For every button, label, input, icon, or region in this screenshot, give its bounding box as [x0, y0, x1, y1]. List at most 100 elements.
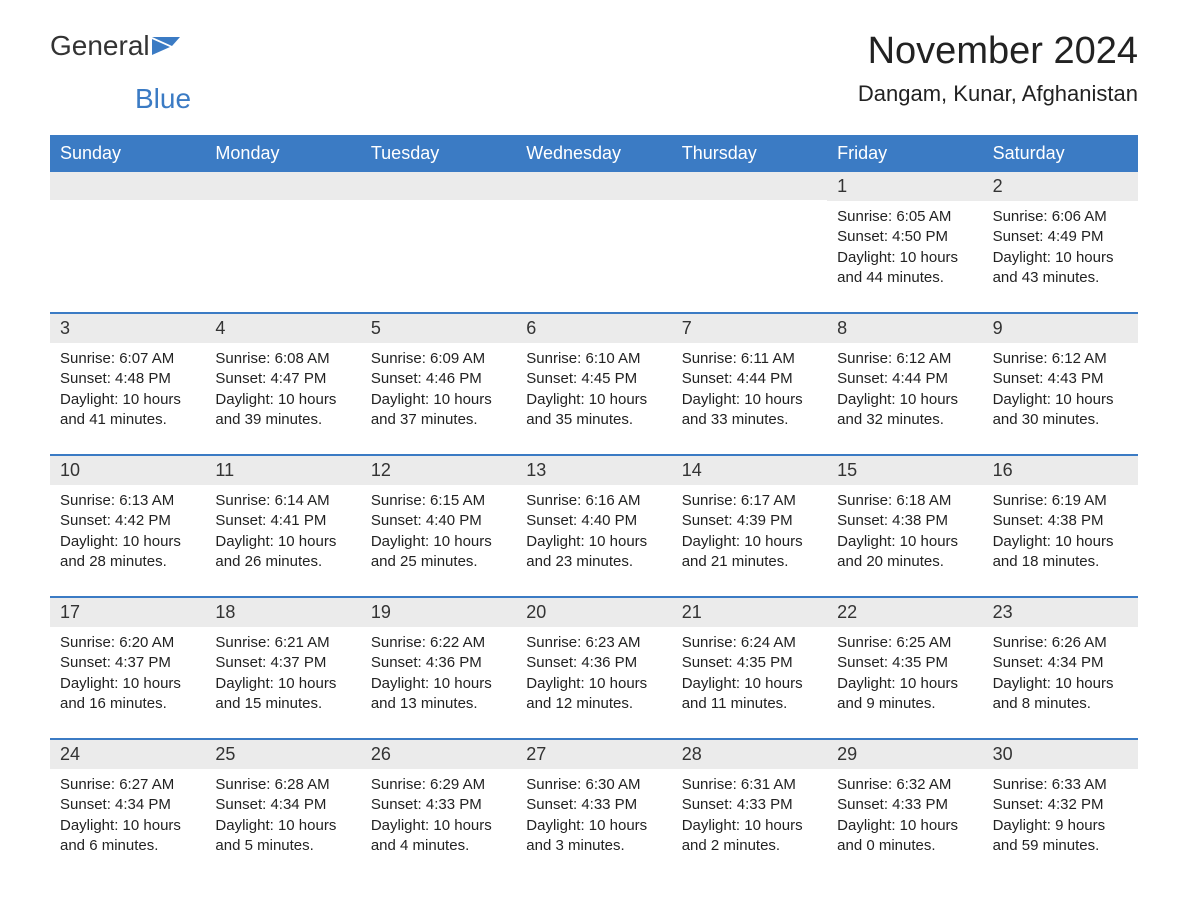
day-cell: 25Sunrise: 6:28 AMSunset: 4:34 PMDayligh… — [205, 740, 360, 862]
sunset-text: Sunset: 4:36 PM — [371, 653, 506, 673]
daylight-text: Daylight: 10 hours and 2 minutes. — [682, 816, 817, 857]
day-header: Friday — [827, 135, 982, 172]
day-cell: 5Sunrise: 6:09 AMSunset: 4:46 PMDaylight… — [361, 314, 516, 436]
sunrise-text: Sunrise: 6:21 AM — [215, 633, 350, 653]
calendar: Sunday Monday Tuesday Wednesday Thursday… — [50, 135, 1138, 862]
daylight-text: Daylight: 10 hours and 0 minutes. — [837, 816, 972, 857]
day-cell: 19Sunrise: 6:22 AMSunset: 4:36 PMDayligh… — [361, 598, 516, 720]
day-content: Sunrise: 6:05 AMSunset: 4:50 PMDaylight:… — [827, 201, 982, 294]
sunset-text: Sunset: 4:41 PM — [215, 511, 350, 531]
sunset-text: Sunset: 4:43 PM — [993, 369, 1128, 389]
daylight-text: Daylight: 10 hours and 26 minutes. — [215, 532, 350, 573]
location: Dangam, Kunar, Afghanistan — [858, 81, 1138, 107]
day-cell — [205, 172, 360, 294]
week-row: 17Sunrise: 6:20 AMSunset: 4:37 PMDayligh… — [50, 596, 1138, 720]
logo: General — [50, 30, 182, 62]
sunset-text: Sunset: 4:33 PM — [371, 795, 506, 815]
sunrise-text: Sunrise: 6:12 AM — [837, 349, 972, 369]
day-header: Thursday — [672, 135, 827, 172]
daylight-text: Daylight: 10 hours and 44 minutes. — [837, 248, 972, 289]
month-title: November 2024 — [858, 30, 1138, 73]
day-content: Sunrise: 6:32 AMSunset: 4:33 PMDaylight:… — [827, 769, 982, 862]
sunset-text: Sunset: 4:34 PM — [215, 795, 350, 815]
daylight-text: Daylight: 10 hours and 11 minutes. — [682, 674, 817, 715]
sunrise-text: Sunrise: 6:26 AM — [993, 633, 1128, 653]
day-number: 4 — [205, 314, 360, 343]
day-content: Sunrise: 6:24 AMSunset: 4:35 PMDaylight:… — [672, 627, 827, 720]
sunset-text: Sunset: 4:32 PM — [993, 795, 1128, 815]
day-cell: 21Sunrise: 6:24 AMSunset: 4:35 PMDayligh… — [672, 598, 827, 720]
day-content: Sunrise: 6:22 AMSunset: 4:36 PMDaylight:… — [361, 627, 516, 720]
day-cell: 2Sunrise: 6:06 AMSunset: 4:49 PMDaylight… — [983, 172, 1138, 294]
day-cell: 9Sunrise: 6:12 AMSunset: 4:43 PMDaylight… — [983, 314, 1138, 436]
day-content: Sunrise: 6:29 AMSunset: 4:33 PMDaylight:… — [361, 769, 516, 862]
daylight-text: Daylight: 10 hours and 4 minutes. — [371, 816, 506, 857]
sunset-text: Sunset: 4:35 PM — [837, 653, 972, 673]
day-content: Sunrise: 6:18 AMSunset: 4:38 PMDaylight:… — [827, 485, 982, 578]
day-content: Sunrise: 6:14 AMSunset: 4:41 PMDaylight:… — [205, 485, 360, 578]
day-content: Sunrise: 6:15 AMSunset: 4:40 PMDaylight:… — [361, 485, 516, 578]
day-number: 17 — [50, 598, 205, 627]
day-cell: 27Sunrise: 6:30 AMSunset: 4:33 PMDayligh… — [516, 740, 671, 862]
sunset-text: Sunset: 4:50 PM — [837, 227, 972, 247]
day-content: Sunrise: 6:28 AMSunset: 4:34 PMDaylight:… — [205, 769, 360, 862]
day-content: Sunrise: 6:17 AMSunset: 4:39 PMDaylight:… — [672, 485, 827, 578]
day-content: Sunrise: 6:19 AMSunset: 4:38 PMDaylight:… — [983, 485, 1138, 578]
sunset-text: Sunset: 4:40 PM — [526, 511, 661, 531]
week-row: 3Sunrise: 6:07 AMSunset: 4:48 PMDaylight… — [50, 312, 1138, 436]
day-number: 1 — [827, 172, 982, 201]
day-cell: 14Sunrise: 6:17 AMSunset: 4:39 PMDayligh… — [672, 456, 827, 578]
week-row: 1Sunrise: 6:05 AMSunset: 4:50 PMDaylight… — [50, 172, 1138, 294]
sunrise-text: Sunrise: 6:20 AM — [60, 633, 195, 653]
sunrise-text: Sunrise: 6:12 AM — [993, 349, 1128, 369]
day-number: 30 — [983, 740, 1138, 769]
sunset-text: Sunset: 4:40 PM — [371, 511, 506, 531]
sunrise-text: Sunrise: 6:24 AM — [682, 633, 817, 653]
sunset-text: Sunset: 4:34 PM — [60, 795, 195, 815]
sunrise-text: Sunrise: 6:05 AM — [837, 207, 972, 227]
sunset-text: Sunset: 4:45 PM — [526, 369, 661, 389]
day-number: 29 — [827, 740, 982, 769]
day-number: 5 — [361, 314, 516, 343]
sunset-text: Sunset: 4:36 PM — [526, 653, 661, 673]
day-number: 15 — [827, 456, 982, 485]
day-number: 27 — [516, 740, 671, 769]
sunset-text: Sunset: 4:44 PM — [837, 369, 972, 389]
sunrise-text: Sunrise: 6:14 AM — [215, 491, 350, 511]
sunrise-text: Sunrise: 6:30 AM — [526, 775, 661, 795]
day-cell: 18Sunrise: 6:21 AMSunset: 4:37 PMDayligh… — [205, 598, 360, 720]
day-cell: 26Sunrise: 6:29 AMSunset: 4:33 PMDayligh… — [361, 740, 516, 862]
day-content: Sunrise: 6:10 AMSunset: 4:45 PMDaylight:… — [516, 343, 671, 436]
sunrise-text: Sunrise: 6:23 AM — [526, 633, 661, 653]
sunrise-text: Sunrise: 6:19 AM — [993, 491, 1128, 511]
day-cell: 29Sunrise: 6:32 AMSunset: 4:33 PMDayligh… — [827, 740, 982, 862]
day-cell: 24Sunrise: 6:27 AMSunset: 4:34 PMDayligh… — [50, 740, 205, 862]
day-content: Sunrise: 6:12 AMSunset: 4:44 PMDaylight:… — [827, 343, 982, 436]
sunrise-text: Sunrise: 6:09 AM — [371, 349, 506, 369]
day-content: Sunrise: 6:21 AMSunset: 4:37 PMDaylight:… — [205, 627, 360, 720]
day-number: 12 — [361, 456, 516, 485]
day-cell: 3Sunrise: 6:07 AMSunset: 4:48 PMDaylight… — [50, 314, 205, 436]
week-row: 10Sunrise: 6:13 AMSunset: 4:42 PMDayligh… — [50, 454, 1138, 578]
week-row: 24Sunrise: 6:27 AMSunset: 4:34 PMDayligh… — [50, 738, 1138, 862]
day-cell: 23Sunrise: 6:26 AMSunset: 4:34 PMDayligh… — [983, 598, 1138, 720]
sunset-text: Sunset: 4:33 PM — [682, 795, 817, 815]
logo-flag-icon — [152, 30, 180, 62]
daylight-text: Daylight: 10 hours and 30 minutes. — [993, 390, 1128, 431]
sunset-text: Sunset: 4:49 PM — [993, 227, 1128, 247]
day-cell: 4Sunrise: 6:08 AMSunset: 4:47 PMDaylight… — [205, 314, 360, 436]
daylight-text: Daylight: 10 hours and 8 minutes. — [993, 674, 1128, 715]
day-number: 2 — [983, 172, 1138, 201]
daylight-text: Daylight: 10 hours and 39 minutes. — [215, 390, 350, 431]
day-number: 13 — [516, 456, 671, 485]
sunrise-text: Sunrise: 6:31 AM — [682, 775, 817, 795]
day-number: 26 — [361, 740, 516, 769]
sunset-text: Sunset: 4:46 PM — [371, 369, 506, 389]
logo-text-blue: Blue — [135, 83, 191, 114]
sunset-text: Sunset: 4:42 PM — [60, 511, 195, 531]
daylight-text: Daylight: 10 hours and 33 minutes. — [682, 390, 817, 431]
day-cell: 7Sunrise: 6:11 AMSunset: 4:44 PMDaylight… — [672, 314, 827, 436]
sunset-text: Sunset: 4:38 PM — [993, 511, 1128, 531]
day-number: 20 — [516, 598, 671, 627]
daylight-text: Daylight: 10 hours and 15 minutes. — [215, 674, 350, 715]
